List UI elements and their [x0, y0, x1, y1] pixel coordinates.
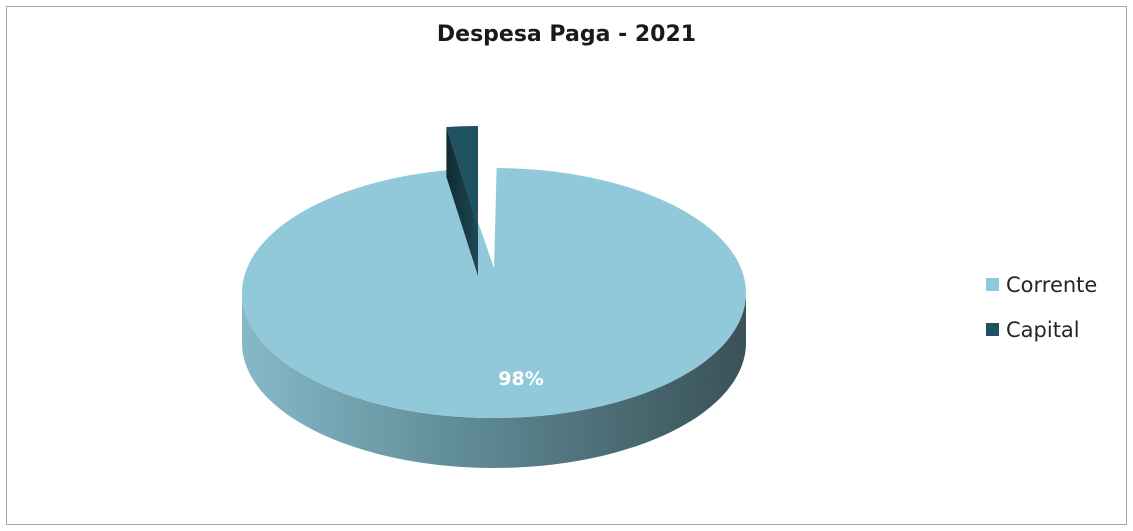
legend-label-corrente: Corrente [1006, 272, 1098, 297]
pie-slice-capital-side [446, 126, 478, 277]
legend-item-corrente: Corrente [986, 262, 1097, 307]
pie-slice-corrente-side [242, 293, 746, 468]
pie-slice-capital [446, 126, 478, 226]
chart-title: Despesa Paga - 2021 [436, 22, 697, 47]
legend-swatch-corrente [986, 278, 999, 291]
legend: Corrente Capital [986, 262, 1097, 352]
legend-item-capital: Capital [986, 307, 1097, 352]
legend-label-capital: Capital [1006, 317, 1080, 342]
legend-swatch-capital [986, 323, 999, 336]
data-label-corrente: 98% [498, 368, 543, 390]
pie-slice-corrente [242, 168, 747, 418]
